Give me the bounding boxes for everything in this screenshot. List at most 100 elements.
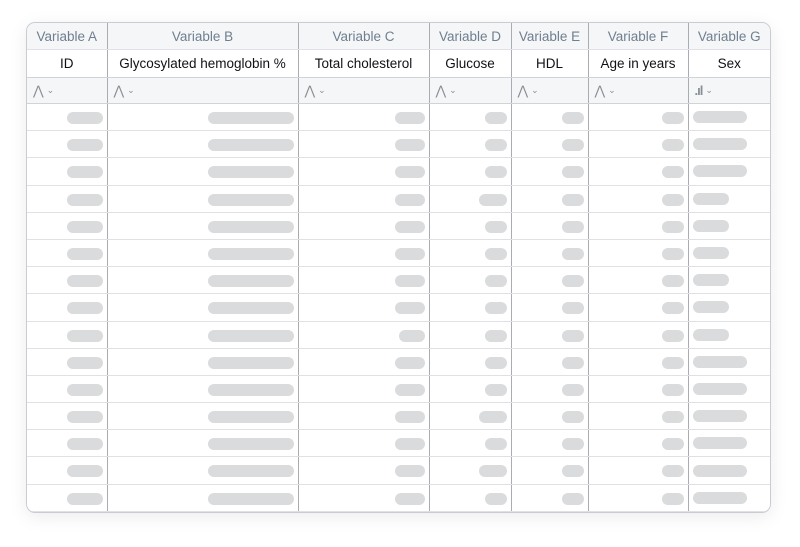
variable-header[interactable]: Variable D xyxy=(429,23,512,50)
table-cell[interactable] xyxy=(429,375,512,404)
table-cell[interactable] xyxy=(688,185,770,213)
table-cell[interactable] xyxy=(588,402,689,431)
table-cell[interactable] xyxy=(588,212,689,240)
table-cell[interactable] xyxy=(511,185,589,213)
table-cell[interactable] xyxy=(107,103,299,132)
table-cell[interactable] xyxy=(588,348,689,376)
table-cell[interactable] xyxy=(429,429,512,458)
table-cell[interactable] xyxy=(298,212,430,240)
table-cell[interactable] xyxy=(298,239,430,268)
table-cell[interactable] xyxy=(429,266,512,295)
column-label[interactable]: Glycosylated hemoglobin % xyxy=(107,49,299,78)
column-label[interactable]: ID xyxy=(27,49,108,78)
table-cell[interactable] xyxy=(298,185,430,213)
table-cell[interactable] xyxy=(298,130,430,159)
type-selector[interactable]: ⋀ ⌄ xyxy=(27,77,108,104)
type-selector[interactable]: ⋀ ⌄ xyxy=(298,77,430,104)
table-cell[interactable] xyxy=(27,212,108,240)
table-cell[interactable] xyxy=(688,266,770,295)
type-selector[interactable]: ⋀ ⌄ xyxy=(511,77,589,104)
column-label[interactable]: HDL xyxy=(511,49,589,78)
table-cell[interactable] xyxy=(588,321,689,349)
table-cell[interactable] xyxy=(27,456,108,485)
table-cell[interactable] xyxy=(688,402,770,431)
table-cell[interactable] xyxy=(107,212,299,240)
table-cell[interactable] xyxy=(298,402,430,431)
table-cell[interactable] xyxy=(429,157,512,186)
table-cell[interactable] xyxy=(429,185,512,213)
column-label[interactable]: Sex xyxy=(688,49,770,78)
table-cell[interactable] xyxy=(27,185,108,213)
table-cell[interactable] xyxy=(27,321,108,349)
type-selector[interactable]: ⋀ ⌄ xyxy=(429,77,512,104)
table-cell[interactable] xyxy=(27,375,108,404)
table-cell[interactable] xyxy=(588,266,689,295)
column-label[interactable]: Total cholesterol xyxy=(298,49,430,78)
table-cell[interactable] xyxy=(588,130,689,159)
column-label[interactable]: Age in years xyxy=(588,49,689,78)
variable-header[interactable]: Variable C xyxy=(298,23,430,50)
table-cell[interactable] xyxy=(298,103,430,132)
table-cell[interactable] xyxy=(429,402,512,431)
table-cell[interactable] xyxy=(511,103,589,132)
table-cell[interactable] xyxy=(588,185,689,213)
table-cell[interactable] xyxy=(688,429,770,458)
table-cell[interactable] xyxy=(27,103,108,132)
table-cell[interactable] xyxy=(429,293,512,322)
table-cell[interactable] xyxy=(298,293,430,322)
table-cell[interactable] xyxy=(107,321,299,349)
table-cell[interactable] xyxy=(688,375,770,404)
table-cell[interactable] xyxy=(27,239,108,268)
variable-header[interactable]: Variable E xyxy=(511,23,589,50)
table-cell[interactable] xyxy=(107,157,299,186)
table-cell[interactable] xyxy=(27,348,108,376)
table-cell[interactable] xyxy=(107,456,299,485)
table-cell[interactable] xyxy=(107,429,299,458)
table-cell[interactable] xyxy=(511,375,589,404)
table-cell[interactable] xyxy=(107,293,299,322)
table-cell[interactable] xyxy=(429,239,512,268)
table-cell[interactable] xyxy=(298,456,430,485)
table-cell[interactable] xyxy=(688,293,770,322)
table-cell[interactable] xyxy=(298,157,430,186)
type-selector[interactable]: ⋀ ⌄ xyxy=(588,77,689,104)
table-cell[interactable] xyxy=(511,321,589,349)
table-cell[interactable] xyxy=(429,212,512,240)
table-cell[interactable] xyxy=(511,157,589,186)
table-cell[interactable] xyxy=(429,484,512,512)
table-cell[interactable] xyxy=(511,266,589,295)
table-cell[interactable] xyxy=(688,484,770,512)
table-cell[interactable] xyxy=(511,484,589,512)
table-cell[interactable] xyxy=(298,484,430,512)
variable-header[interactable]: Variable A xyxy=(27,23,108,50)
type-selector[interactable]: ⋀ ⌄ xyxy=(107,77,299,104)
table-cell[interactable] xyxy=(688,321,770,349)
table-cell[interactable] xyxy=(27,484,108,512)
table-cell[interactable] xyxy=(588,456,689,485)
table-cell[interactable] xyxy=(588,103,689,132)
table-cell[interactable] xyxy=(511,348,589,376)
table-cell[interactable] xyxy=(588,484,689,512)
table-cell[interactable] xyxy=(107,239,299,268)
type-selector[interactable]: .ıl ⌄ xyxy=(688,77,770,104)
table-cell[interactable] xyxy=(298,429,430,458)
variable-header[interactable]: Variable G xyxy=(688,23,770,50)
table-cell[interactable] xyxy=(588,293,689,322)
table-cell[interactable] xyxy=(298,321,430,349)
table-cell[interactable] xyxy=(298,348,430,376)
table-cell[interactable] xyxy=(429,348,512,376)
table-cell[interactable] xyxy=(588,375,689,404)
table-cell[interactable] xyxy=(688,130,770,159)
variable-header[interactable]: Variable B xyxy=(107,23,299,50)
column-label[interactable]: Glucose xyxy=(429,49,512,78)
variable-header[interactable]: Variable F xyxy=(588,23,689,50)
table-cell[interactable] xyxy=(27,293,108,322)
table-cell[interactable] xyxy=(688,456,770,485)
table-cell[interactable] xyxy=(588,157,689,186)
table-cell[interactable] xyxy=(511,212,589,240)
table-cell[interactable] xyxy=(107,348,299,376)
table-cell[interactable] xyxy=(429,321,512,349)
table-cell[interactable] xyxy=(107,185,299,213)
table-cell[interactable] xyxy=(688,157,770,186)
table-cell[interactable] xyxy=(429,103,512,132)
